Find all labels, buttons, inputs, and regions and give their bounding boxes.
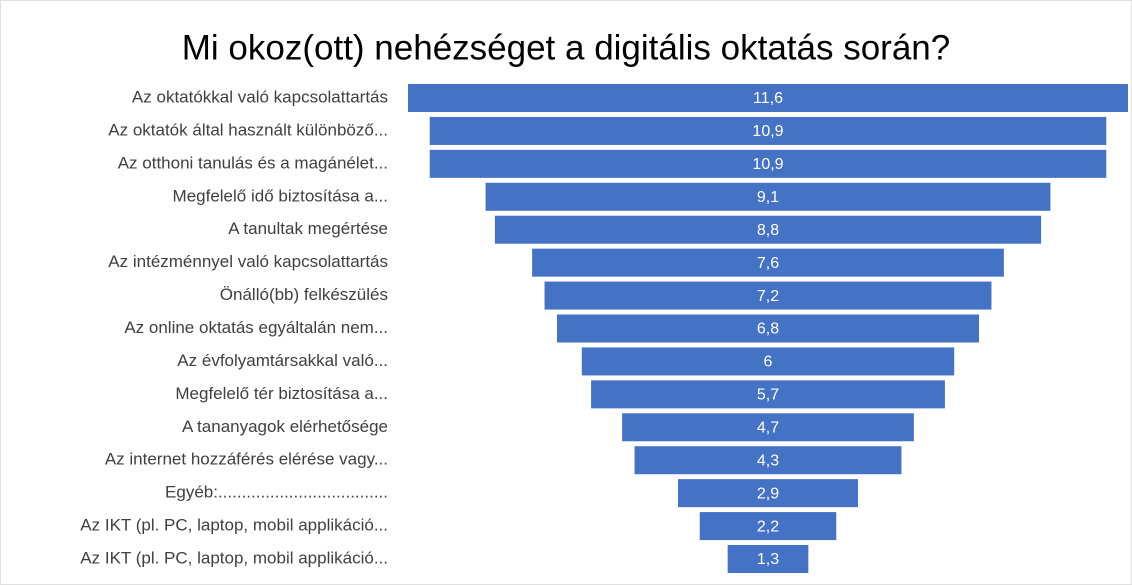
category-label: Önálló(bb) felkészülés	[220, 285, 388, 304]
funnel-bar	[678, 479, 858, 508]
data-label: 2,9	[757, 485, 779, 502]
funnel-bar	[556, 314, 980, 343]
category-label: Az IKT (pl. PC, laptop, mobil applikáció…	[80, 548, 388, 567]
funnel-bar	[494, 215, 1042, 244]
funnel-bar	[634, 446, 902, 475]
chart-title: Mi okoz(ott) nehézséget a digitális okta…	[182, 28, 950, 67]
data-label: 6,8	[757, 321, 779, 338]
category-label: Az otthoni tanulás és a magánélet...	[118, 153, 388, 172]
data-label: 9,1	[757, 189, 779, 206]
category-label: Az intézménnyel való kapcsolattartás	[108, 252, 388, 271]
category-label: Az internet hozzáférés elérése vagy...	[105, 450, 388, 469]
funnel-bar	[544, 281, 992, 310]
data-label: 6	[764, 354, 773, 371]
data-label: 7,6	[757, 255, 779, 272]
funnel-bar	[581, 347, 955, 376]
funnel-bar	[485, 182, 1051, 211]
data-label: 7,2	[757, 288, 779, 305]
data-label: 2,2	[757, 518, 779, 535]
data-label: 5,7	[757, 387, 779, 404]
funnel-bar	[429, 149, 1107, 178]
data-label: 1,3	[757, 551, 779, 568]
category-label: Az online oktatás egyáltalán nem...	[124, 318, 388, 337]
funnel-bar	[532, 248, 1004, 277]
data-label: 8,8	[757, 222, 779, 239]
funnel-bar	[429, 116, 1107, 145]
data-label: 11,6	[753, 90, 783, 107]
category-label: Egyéb:..................................…	[165, 483, 388, 502]
funnel-bar	[622, 413, 914, 442]
category-label: Az évfolyamtársakkal való...	[177, 351, 388, 370]
funnel-bar	[727, 545, 809, 573]
category-label: A tanultak megértése	[228, 219, 388, 238]
funnel-bar	[591, 380, 945, 409]
category-label: Az IKT (pl. PC, laptop, mobil applikáció…	[80, 516, 388, 535]
category-label: Megfelelő tér biztosítása a...	[175, 384, 388, 403]
data-label: 10,9	[752, 156, 783, 173]
category-label: Az oktatókkal való kapcsolattartás	[132, 87, 388, 106]
category-label: Megfelelő idő biztosítása a...	[173, 186, 388, 205]
data-label: 4,7	[757, 420, 779, 437]
category-label: Az oktatók által használt különböző...	[108, 120, 388, 139]
data-label: 10,9	[752, 123, 783, 140]
data-label: 4,3	[757, 452, 779, 469]
funnel-bar	[699, 512, 837, 541]
category-label: A tananyagok elérhetősége	[182, 417, 388, 436]
funnel-bar	[408, 84, 1128, 112]
